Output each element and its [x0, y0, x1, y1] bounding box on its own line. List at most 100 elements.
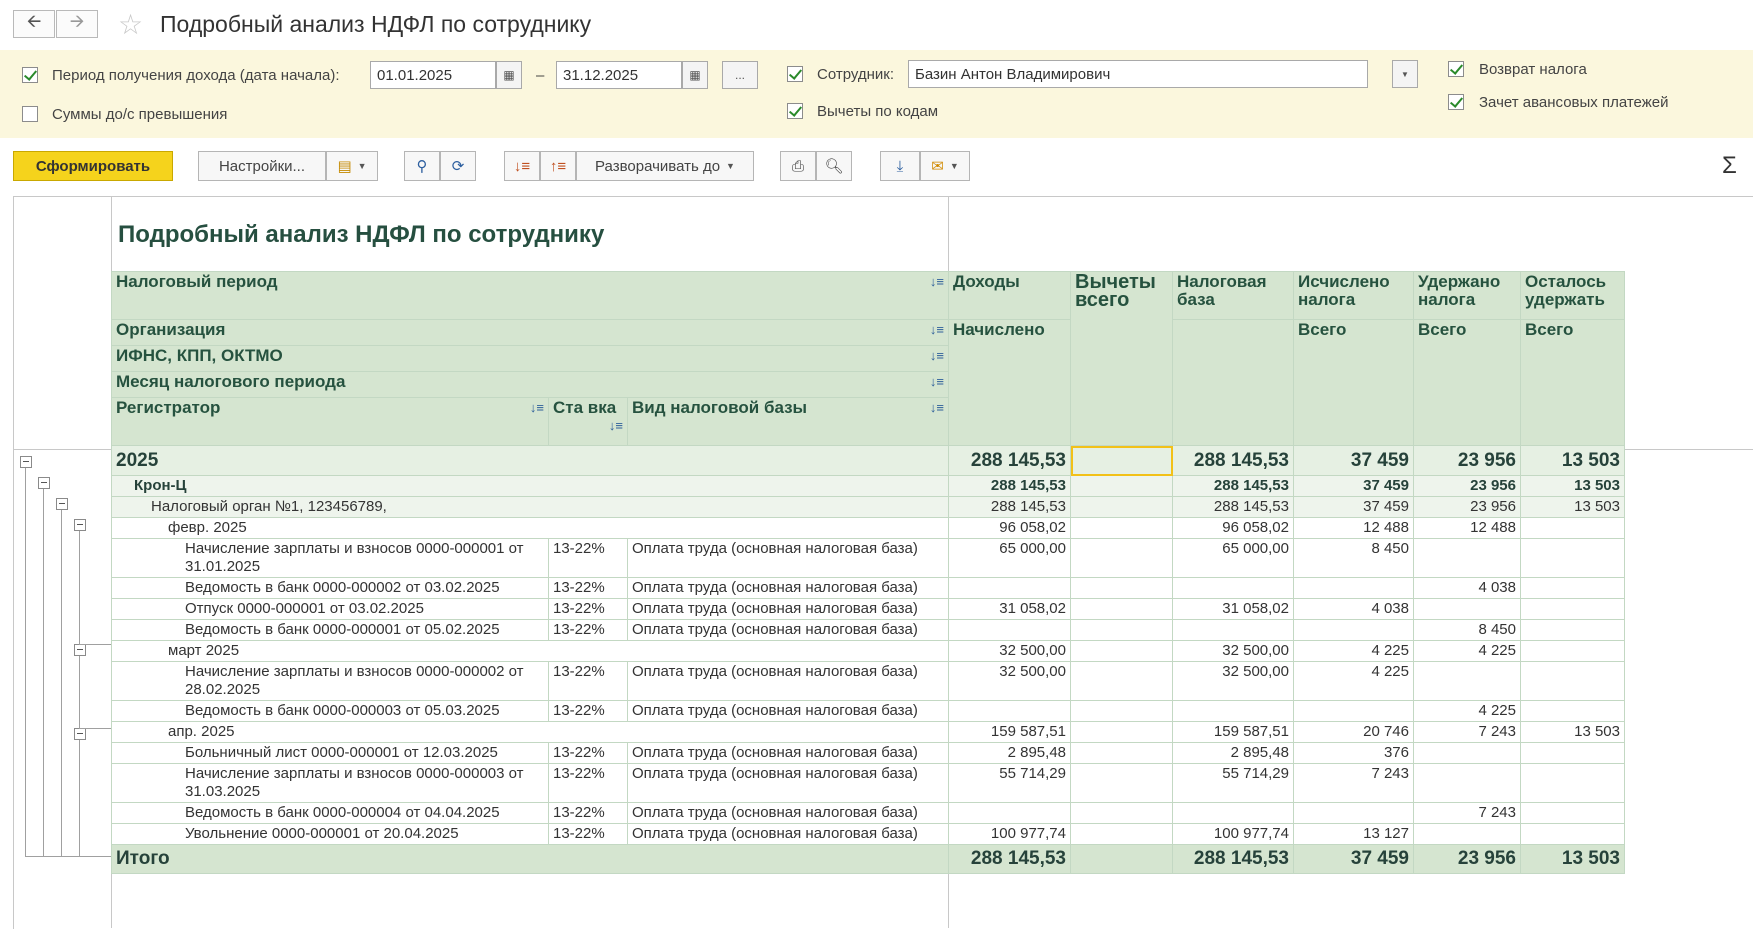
rate-cell[interactable]: 13-22%: [548, 802, 628, 824]
registrar-doc[interactable]: Увольнение 0000-000001 от 20.04.2025: [111, 823, 549, 845]
month-remaining[interactable]: [1520, 640, 1625, 662]
date-from-input[interactable]: 01.01.2025: [370, 61, 496, 89]
detail-base[interactable]: [1172, 619, 1294, 641]
detail-withheld[interactable]: [1413, 742, 1521, 764]
total-deductions[interactable]: [1070, 844, 1173, 874]
detail-calc[interactable]: 4 038: [1293, 598, 1414, 620]
collapse-year-icon[interactable]: [20, 456, 32, 468]
detail-calc[interactable]: 4 225: [1293, 661, 1414, 701]
base-type-cell[interactable]: Оплата труда (основная налоговая база): [627, 538, 949, 578]
refund-checkbox[interactable]: [1448, 61, 1464, 77]
detail-remaining[interactable]: [1520, 598, 1625, 620]
org-deductions[interactable]: [1070, 475, 1173, 497]
month-row[interactable]: февр. 2025 96 058,02 96 058,02 12 488 12 488: [111, 517, 1625, 539]
rate-cell[interactable]: 13-22%: [548, 742, 628, 764]
month-deductions[interactable]: [1070, 721, 1173, 743]
detail-base[interactable]: 55 714,29: [1172, 763, 1294, 803]
month-label[interactable]: апр. 2025: [111, 721, 949, 743]
month-label[interactable]: март 2025: [111, 640, 949, 662]
month-calc[interactable]: 4 225: [1293, 640, 1414, 662]
period-select-button[interactable]: ...: [722, 61, 758, 89]
month-base[interactable]: 32 500,00: [1172, 640, 1294, 662]
org-calc[interactable]: 37 459: [1293, 475, 1414, 497]
detail-row[interactable]: Ведомость в банк 0000-000001 от 05.02.20…: [111, 619, 1625, 641]
org-base[interactable]: 288 145,53: [1172, 475, 1294, 497]
detail-remaining[interactable]: [1520, 538, 1625, 578]
detail-remaining[interactable]: [1520, 661, 1625, 701]
base-type-cell[interactable]: Оплата труда (основная налоговая база): [627, 661, 949, 701]
header-rate[interactable]: Ста вка ↓≡: [548, 397, 628, 446]
ifns-deductions[interactable]: [1070, 496, 1173, 518]
rate-cell[interactable]: 13-22%: [548, 763, 628, 803]
year-income[interactable]: 288 145,53: [948, 445, 1071, 476]
detail-deductions[interactable]: [1070, 661, 1173, 701]
header-withheld[interactable]: Удержано налога: [1413, 271, 1521, 320]
total-income[interactable]: 288 145,53: [948, 844, 1071, 874]
year-deductions[interactable]: [1070, 445, 1173, 476]
detail-withheld[interactable]: [1413, 661, 1521, 701]
rate-cell[interactable]: 13-22%: [548, 538, 628, 578]
detail-row[interactable]: Начисление зарплаты и взносов 0000-00000…: [111, 538, 1625, 578]
base-type-cell[interactable]: Оплата труда (основная налоговая база): [627, 823, 949, 845]
deductions-checkbox[interactable]: [787, 103, 803, 119]
year-label[interactable]: 2025: [111, 445, 949, 476]
sort-desc-button[interactable]: ↑≡: [540, 151, 576, 181]
save-button[interactable]: ⤓: [880, 151, 920, 181]
detail-income[interactable]: 55 714,29: [948, 763, 1071, 803]
month-income[interactable]: 32 500,00: [948, 640, 1071, 662]
detail-income[interactable]: [948, 577, 1071, 599]
detail-deductions[interactable]: [1070, 763, 1173, 803]
org-withheld[interactable]: 23 956: [1413, 475, 1521, 497]
detail-calc[interactable]: 13 127: [1293, 823, 1414, 845]
registrar-doc[interactable]: Начисление зарплаты и взносов 0000-00000…: [111, 538, 549, 578]
total-calc[interactable]: 37 459: [1293, 844, 1414, 874]
detail-remaining[interactable]: [1520, 577, 1625, 599]
detail-deductions[interactable]: [1070, 577, 1173, 599]
detail-calc[interactable]: 7 243: [1293, 763, 1414, 803]
registrar-doc[interactable]: Начисление зарплаты и взносов 0000-00000…: [111, 661, 549, 701]
registrar-doc[interactable]: Отпуск 0000-000001 от 03.02.2025: [111, 598, 549, 620]
detail-withheld[interactable]: [1413, 763, 1521, 803]
base-type-cell[interactable]: Оплата труда (основная налоговая база): [627, 577, 949, 599]
detail-income[interactable]: 65 000,00: [948, 538, 1071, 578]
ifns-label[interactable]: Налоговый орган №1, 123456789,: [111, 496, 949, 518]
detail-base[interactable]: 32 500,00: [1172, 661, 1294, 701]
month-remaining[interactable]: [1520, 517, 1625, 539]
detail-income[interactable]: [948, 619, 1071, 641]
detail-withheld[interactable]: [1413, 823, 1521, 845]
collapse-month-icon[interactable]: [74, 728, 86, 740]
period-checkbox[interactable]: [22, 67, 38, 83]
detail-income[interactable]: 31 058,02: [948, 598, 1071, 620]
date-to-input[interactable]: 31.12.2025: [556, 61, 682, 89]
collapse-ifns-icon[interactable]: [56, 498, 68, 510]
year-calc[interactable]: 37 459: [1293, 445, 1414, 476]
detail-income[interactable]: 2 895,48: [948, 742, 1071, 764]
header-deductions[interactable]: Вычеты всего: [1070, 271, 1173, 446]
expand-to-button[interactable]: Разворачивать до ▼: [576, 151, 754, 181]
month-base[interactable]: 159 587,51: [1172, 721, 1294, 743]
rate-cell[interactable]: 13-22%: [548, 823, 628, 845]
year-withheld[interactable]: 23 956: [1413, 445, 1521, 476]
rate-cell[interactable]: 13-22%: [548, 619, 628, 641]
settings-button[interactable]: Настройки...: [198, 151, 326, 181]
employee-input[interactable]: Базин Антон Владимирович: [908, 60, 1368, 88]
month-base[interactable]: 96 058,02: [1172, 517, 1294, 539]
detail-deductions[interactable]: [1070, 598, 1173, 620]
header-registrar[interactable]: Регистратор ↓≡: [111, 397, 549, 446]
detail-withheld[interactable]: [1413, 538, 1521, 578]
sort-icon[interactable]: ↓≡: [608, 418, 623, 433]
detail-base[interactable]: 2 895,48: [1172, 742, 1294, 764]
detail-remaining[interactable]: [1520, 700, 1625, 722]
detail-withheld[interactable]: 8 450: [1413, 619, 1521, 641]
detail-remaining[interactable]: [1520, 823, 1625, 845]
calendar-to-button[interactable]: ▦: [682, 61, 708, 89]
collapse-month-icon[interactable]: [74, 644, 86, 656]
header-organization[interactable]: Организация ↓≡: [111, 319, 949, 346]
total-base[interactable]: 288 145,53: [1172, 844, 1294, 874]
month-row[interactable]: март 2025 32 500,00 32 500,00 4 225 4 225: [111, 640, 1625, 662]
month-remaining[interactable]: 13 503: [1520, 721, 1625, 743]
variants-button[interactable]: ▤ ▼: [326, 151, 378, 181]
detail-calc[interactable]: 8 450: [1293, 538, 1414, 578]
org-label[interactable]: Крон-Ц: [111, 475, 949, 497]
month-label[interactable]: февр. 2025: [111, 517, 949, 539]
